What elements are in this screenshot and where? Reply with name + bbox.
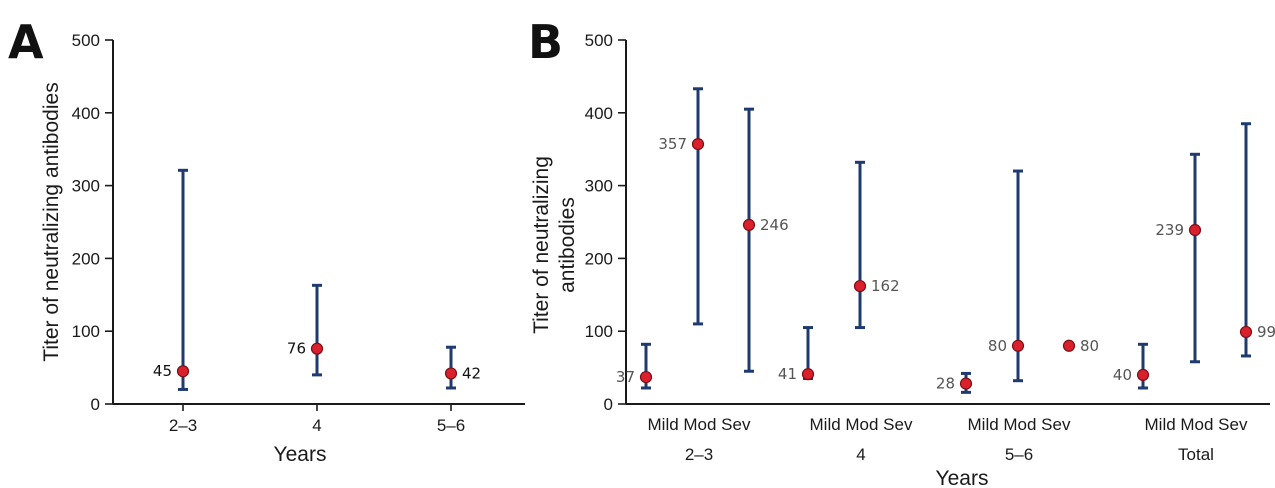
panel-b-1-value-label: 357: [658, 135, 687, 153]
panel-a-x-axis-label: Years: [274, 443, 327, 466]
panel-b-5-value-label: 28: [936, 375, 955, 393]
panel-b-3-point: [801, 368, 815, 381]
panel-b-group-sublabels-3: Mild Mod Sev: [1145, 415, 1248, 434]
panel-a-ytick-label-400: 400: [72, 104, 100, 123]
panel-a-y-ticks: 0 100 200 300 400 500: [72, 31, 113, 414]
panel-b-7-value-label: 80: [1080, 337, 1099, 355]
panel-b-ytick-label-500: 500: [585, 31, 613, 50]
panel-b-3-value-label: 41: [778, 365, 797, 383]
panel-b-0-point: [639, 370, 653, 384]
panel-a-2-point: [444, 367, 458, 380]
panel-b-ytick-label-200: 200: [585, 249, 613, 268]
panel-b-8-point: [1136, 368, 1150, 381]
panel-b-ytick-label-100: 100: [585, 322, 613, 341]
panel-b-5-point: [959, 377, 973, 390]
panel-a-1-point: [310, 342, 324, 355]
panel-b-group-label-0: 2–3: [685, 445, 713, 464]
panel-a: A 0 100 200 300 400 500 2–3 4 5–6 45 76 42 Titer …: [8, 15, 525, 466]
panel-b-ytick-label-300: 300: [585, 177, 613, 196]
panel-a-ytick-label-100: 100: [72, 322, 100, 341]
panel-b-group-sublabels-1: Mild Mod Sev: [810, 415, 913, 434]
panel-b-y-axis-label-line2: antibodies: [556, 197, 579, 293]
panel-a-ytick-label-0: 0: [91, 395, 100, 414]
panel-b-0-value-label: 37: [616, 368, 635, 386]
panel-b-4-value-label: 162: [871, 277, 900, 295]
panel-b-group-sublabels-2: Mild Mod Sev: [968, 415, 1071, 434]
panel-b-7-point: [1062, 339, 1076, 352]
panel-b-2-point: [742, 218, 756, 232]
panel-b-6-point: [1011, 339, 1025, 352]
panel-b-group-labels: Mild Mod Sev 2–3 Mild Mod Sev 4 Mild Mod Sev…: [648, 415, 1248, 464]
panel-b-y-ticks: 0 100 200 300 400 500: [585, 31, 626, 414]
panel-b-group-label-3: Total: [1178, 445, 1214, 464]
panel-b-letter: B: [528, 15, 563, 69]
panel-a-ytick-label-500: 500: [72, 31, 100, 50]
panel-b-1-point: [691, 138, 705, 151]
panel-a-x-ticks: 2–3 4 5–6: [169, 404, 465, 435]
panel-b-2-value-label: 246: [760, 216, 789, 234]
panel-b-ytick-label-400: 400: [585, 104, 613, 123]
panel-b-ytick-label-0: 0: [604, 395, 613, 414]
panel-b-x-axis-label: Years: [936, 467, 989, 488]
panel-a-ytick-label-200: 200: [72, 249, 100, 268]
panel-b-group-label-2: 5–6: [1005, 445, 1033, 464]
panel-b-4-point: [853, 279, 867, 293]
panel-b-10-value-label: 99: [1257, 323, 1275, 341]
panel-b-6-value-label: 80: [988, 337, 1007, 355]
panel-b-y-axis-label-line1: Titer of neutralizing: [530, 156, 553, 334]
panel-b-8-value-label: 40: [1113, 366, 1132, 384]
panel-a-1-value-label: 76: [287, 340, 306, 358]
panel-b-group-label-1: 4: [856, 445, 865, 464]
panel-a-marks: 45 76 42: [153, 168, 481, 391]
panel-a-y-axis-label: Titer of neutralizing antibodies: [40, 82, 63, 361]
panel-a-xtick-label-0: 2–3: [169, 416, 197, 435]
panel-b-group-sublabels-0: Mild Mod Sev: [648, 415, 751, 434]
panel-a-0-value-label: 45: [153, 362, 172, 380]
panel-b-9-value-label: 239: [1155, 221, 1184, 239]
panel-b-9-point: [1188, 223, 1202, 237]
panel-a-0-point: [176, 365, 190, 378]
panel-a-ytick-label-300: 300: [72, 177, 100, 196]
panel-a-2-value-label: 42: [462, 364, 481, 382]
panel-a-letter: A: [8, 15, 44, 69]
panel-a-xtick-label-1: 4: [312, 416, 321, 435]
panel-b-10-point: [1239, 325, 1253, 339]
panel-a-xtick-label-2: 5–6: [437, 416, 465, 435]
panel-b-marks: 37 357 246 41 162 28 80 80 40 239 99: [616, 87, 1275, 394]
